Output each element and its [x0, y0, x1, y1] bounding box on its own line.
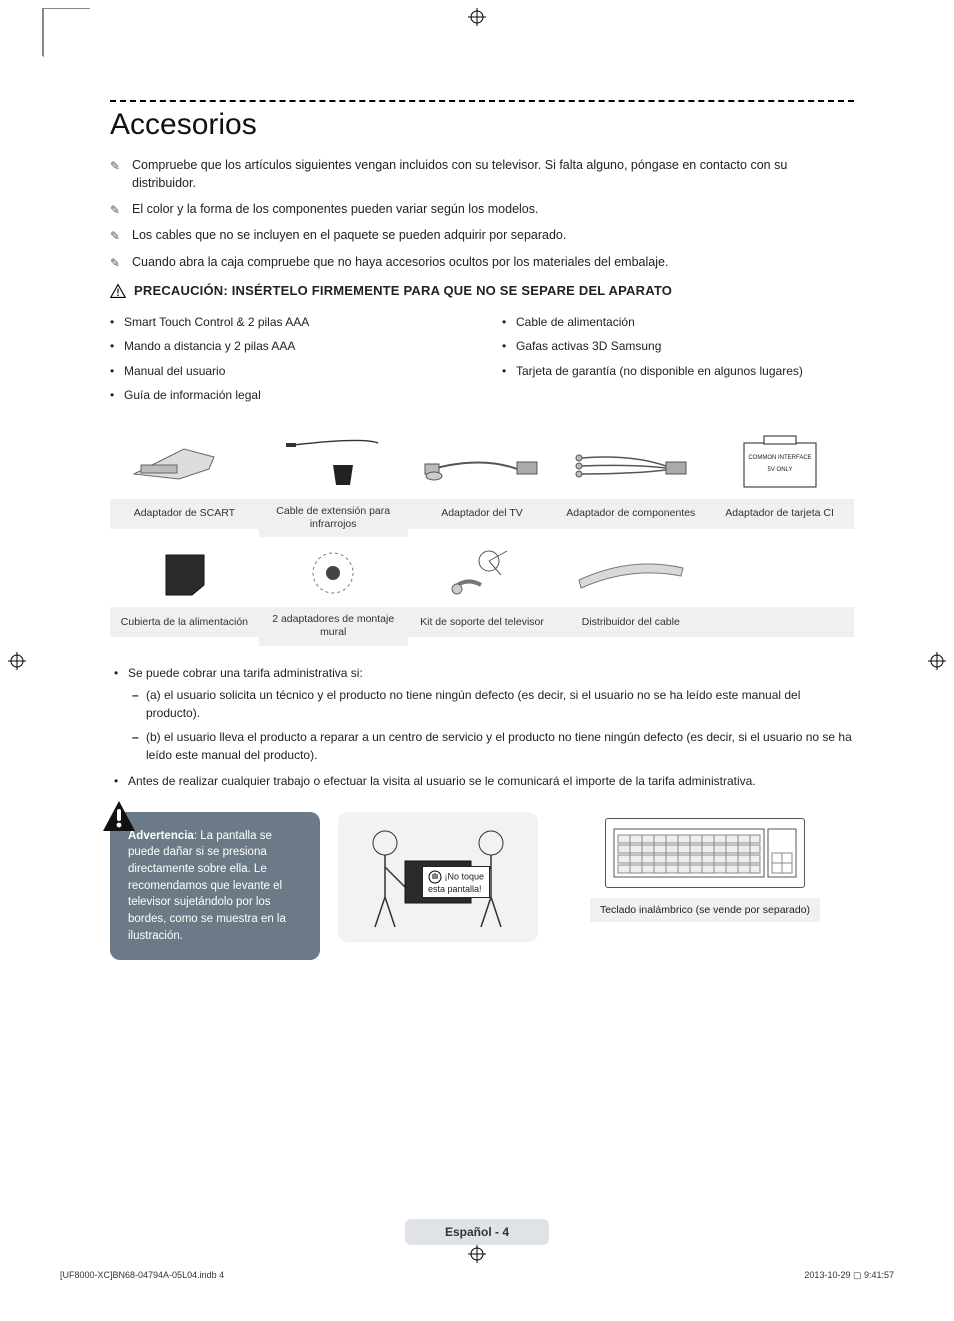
admin-fee-list: Se puede cobrar una tarifa administrativ… [110, 664, 854, 790]
warning-box: Advertencia: La pantalla se puede dañar … [110, 812, 320, 961]
accessory-cell: Adaptador del TV [408, 429, 557, 537]
notes-list: ✎ Compruebe que los artículos siguientes … [110, 156, 854, 271]
included-item: Guía de información legal [110, 386, 462, 405]
handling-illustration: ¡No toque esta pantalla! [338, 812, 538, 942]
accessories-grid: Adaptador de SCART Cable de extensión pa… [110, 429, 854, 646]
tv-adapter-icon [408, 429, 557, 499]
accessory-label: 2 adaptadores de montaje mural [259, 607, 408, 645]
footer-left: [UF8000-XC]BN68-04794A-05L04.indb 4 [60, 1270, 224, 1281]
note-icon: ✎ [110, 255, 120, 272]
accessory-cell [705, 537, 854, 645]
note-text: Compruebe que los artículos siguientes v… [132, 158, 787, 190]
warning-badge-icon [102, 800, 136, 834]
callout-line1: ¡No toque [445, 871, 485, 881]
component-adapter-icon [556, 429, 705, 499]
accessory-cell: 2 adaptadores de montaje mural [259, 537, 408, 645]
included-item: Mando a distancia y 2 pilas AAA [110, 337, 462, 356]
page-indicator: Español - 4 [405, 1219, 549, 1245]
admin-fee-after: Antes de realizar cualquier trabajo o ef… [110, 772, 854, 790]
accessory-cell: COMMON INTERFACE 5V ONLY Adaptador de ta… [705, 429, 854, 537]
keyboard-label: Teclado inalámbrico (se vende por separa… [590, 898, 820, 922]
included-items: Smart Touch Control & 2 pilas AAA Mando … [110, 313, 854, 411]
accessory-label: Cable de extensión para infrarrojos [259, 499, 408, 537]
admin-fee-sub: (b) el usuario lleva el producto a repar… [128, 728, 854, 764]
admin-fee-intro: Se puede cobrar una tarifa administrativ… [128, 666, 363, 680]
footer-right: 2013-10-29 ▢ 9:41:57 [804, 1270, 894, 1281]
scart-adapter-icon [110, 429, 259, 499]
accessory-label: Kit de soporte del televisor [408, 607, 557, 637]
ir-extension-cable-icon [259, 429, 408, 499]
registration-mark-left [8, 652, 26, 670]
caution-heading: PRECAUCIÓN: INSÉRTELO FIRMEMENTE PARA QU… [110, 283, 854, 299]
registration-mark-top [468, 8, 486, 26]
cable-distributor-icon [556, 537, 705, 607]
accessory-cell: Cubierta de la alimentación [110, 537, 259, 645]
accessory-cell: Distribuidor del cable [556, 537, 705, 645]
included-item: Smart Touch Control & 2 pilas AAA [110, 313, 462, 332]
accessory-label: Adaptador de tarjeta CI [705, 499, 854, 529]
warning-title: Advertencia [128, 830, 194, 842]
page-title: Accesorios [110, 108, 854, 142]
included-item: Manual del usuario [110, 362, 462, 381]
wireless-keyboard-icon [605, 818, 805, 888]
accessory-label: Adaptador de SCART [110, 499, 259, 529]
registration-mark-bottom [468, 1245, 486, 1263]
included-item: Cable de alimentación [502, 313, 854, 332]
wall-mount-adapter-icon [259, 537, 408, 607]
note-icon: ✎ [110, 228, 120, 245]
included-item: Gafas activas 3D Samsung [502, 337, 854, 356]
accessory-label: Cubierta de la alimentación [110, 607, 259, 637]
accessory-cell: Adaptador de SCART [110, 429, 259, 537]
accessory-cell: Cable de extensión para infrarrojos [259, 429, 408, 537]
accessory-cell: Adaptador de componentes [556, 429, 705, 537]
warning-triangle-icon [110, 283, 126, 299]
ci-text-2: 5V ONLY [767, 467, 792, 473]
note-text: El color y la forma de los componentes p… [132, 202, 538, 216]
admin-fee-sub: (a) el usuario solicita un técnico y el … [128, 686, 854, 722]
accessory-label: Adaptador del TV [408, 499, 557, 529]
note-icon: ✎ [110, 158, 120, 175]
no-touch-callout: ¡No toque esta pantalla! [422, 866, 490, 898]
accessory-cell: Kit de soporte del televisor [408, 537, 557, 645]
power-cover-icon [110, 537, 259, 607]
crop-mark [42, 8, 90, 56]
note-icon: ✎ [110, 202, 120, 219]
callout-line2: esta pantalla! [428, 884, 482, 894]
accessory-label-empty [705, 607, 854, 637]
warning-text: : La pantalla se puede dañar si se presi… [128, 830, 286, 942]
print-footer: [UF8000-XC]BN68-04794A-05L04.indb 4 2013… [60, 1270, 894, 1281]
section-divider [110, 100, 854, 102]
note-text: Cuando abra la caja compruebe que no hay… [132, 255, 668, 269]
included-item: Tarjeta de garantía (no disponible en al… [502, 362, 854, 381]
tv-holder-kit-icon [408, 537, 557, 607]
registration-mark-right [928, 652, 946, 670]
accessory-label: Distribuidor del cable [556, 607, 705, 637]
ci-card-adapter-icon: COMMON INTERFACE 5V ONLY [705, 429, 854, 499]
note-text: Los cables que no se incluyen en el paqu… [132, 228, 566, 242]
caution-text: PRECAUCIÓN: INSÉRTELO FIRMEMENTE PARA QU… [134, 283, 672, 298]
accessory-label: Adaptador de componentes [556, 499, 705, 529]
ci-text-1: COMMON INTERFACE [748, 455, 811, 461]
